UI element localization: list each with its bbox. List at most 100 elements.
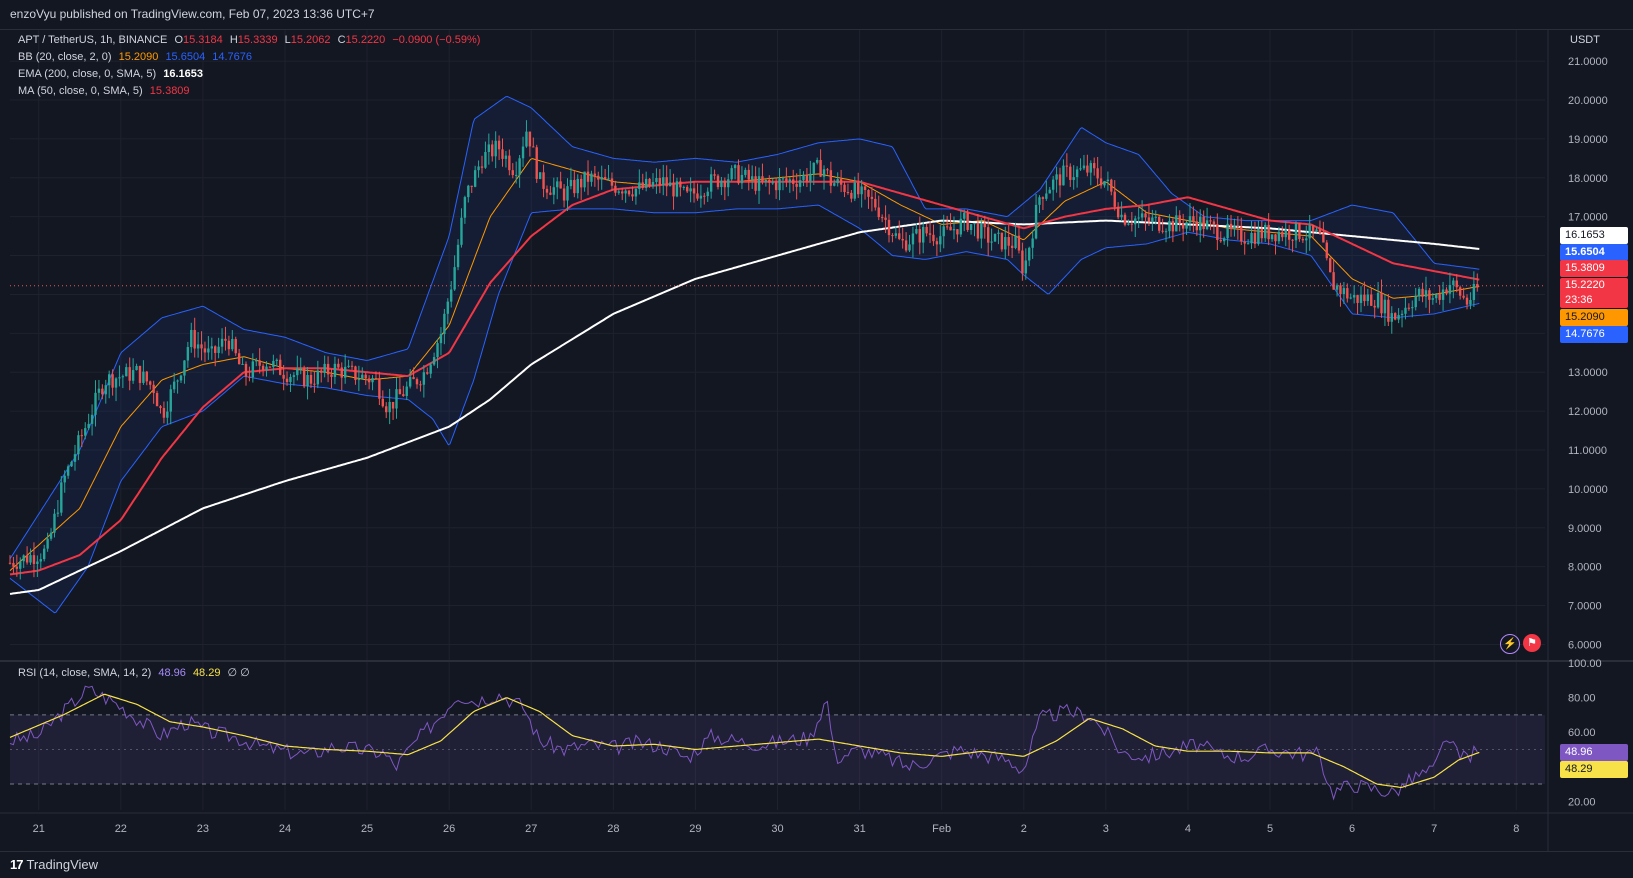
candle-body: [268, 366, 272, 368]
candle-body: [1086, 165, 1089, 173]
candle-body: [193, 329, 196, 349]
lightning-icon[interactable]: ⚡: [1500, 634, 1520, 654]
candle-body: [1130, 223, 1134, 225]
candle-body: [1007, 237, 1010, 246]
candle-body: [1359, 294, 1363, 303]
candle-body: [1458, 287, 1462, 296]
candle-body: [388, 401, 391, 413]
candle-body: [887, 219, 891, 236]
candle-body: [1311, 225, 1315, 232]
candle-body: [1291, 239, 1294, 241]
chart-canvas[interactable]: 21.000020.000019.000018.000017.000016.00…: [0, 30, 1633, 851]
candle-body: [689, 188, 692, 192]
candle-body: [214, 346, 217, 353]
candle-body: [853, 182, 856, 199]
candle-body: [60, 482, 63, 513]
candle-body: [559, 181, 562, 189]
candle-body: [299, 368, 302, 370]
candle-body: [1185, 222, 1188, 229]
candle-body: [918, 229, 921, 243]
legend-row-rsi[interactable]: RSI (14, close, SMA, 14, 2) 48.96 48.29 …: [18, 666, 254, 679]
candle-body: [125, 367, 128, 377]
candle-body: [737, 165, 740, 184]
candle-body: [976, 223, 980, 239]
candle-body: [1106, 179, 1110, 182]
candle-body: [822, 169, 826, 177]
candle-body: [152, 384, 155, 394]
legend-row-bb[interactable]: BB (20, close, 2, 0) 15.2090 15.6504 14.…: [18, 51, 256, 63]
candle-body: [877, 207, 880, 218]
legend-rsi-extra: ∅ ∅: [227, 667, 250, 679]
candle-body: [1325, 242, 1328, 259]
candle-body: [911, 233, 915, 245]
candle-body: [545, 188, 549, 193]
close-price: 15.2220: [1565, 279, 1605, 291]
candle-body: [552, 187, 556, 195]
legend-symbol: APT / TetherUS, 1h, BINANCE: [18, 34, 168, 46]
candle-body: [330, 374, 333, 377]
candle-body: [1250, 233, 1253, 244]
candle-body: [166, 411, 169, 418]
candle-body: [925, 226, 928, 234]
candle-body: [138, 365, 142, 383]
price-tick-label: 17.0000: [1568, 212, 1608, 224]
legend-ma-label: MA (50, close, 0, SMA, 5): [18, 85, 143, 97]
candle-body: [713, 174, 716, 176]
rsi-band-fill: [10, 714, 1545, 785]
time-tick-label: 7: [1431, 823, 1437, 835]
candle-body: [1246, 243, 1250, 245]
flag-icon[interactable]: ⚑: [1523, 634, 1541, 652]
candle-body: [733, 165, 737, 169]
candle-body: [1181, 223, 1185, 229]
price-tick-label: 13.0000: [1568, 367, 1608, 379]
candle-body: [255, 360, 258, 362]
candle-body: [97, 388, 101, 393]
rsi-ma-line: [9, 693, 1480, 789]
candle-body: [196, 344, 200, 349]
currency-label: USDT: [1570, 34, 1600, 46]
candle-body: [1287, 229, 1291, 240]
candle-body: [261, 365, 265, 370]
candle-body: [761, 176, 764, 182]
candle-body: [94, 392, 97, 415]
candle-body: [1041, 197, 1045, 199]
candle-body: [1448, 284, 1452, 294]
candle-body: [576, 178, 579, 194]
candle-body: [1093, 163, 1096, 169]
candle-body: [696, 193, 699, 199]
candle-body: [237, 353, 241, 365]
candle-body: [744, 169, 747, 175]
legend-row-ma[interactable]: MA (50, close, 0, SMA, 5) 15.3809: [18, 85, 194, 97]
candle-body: [819, 159, 822, 177]
candle-body: [1082, 165, 1086, 169]
legend-change: −0.0900 (−0.59%): [392, 34, 481, 46]
candle-body: [884, 217, 887, 220]
candle-body: [1373, 305, 1376, 308]
candle-body: [1274, 234, 1277, 242]
candle-body: [880, 217, 884, 219]
candle-body: [231, 339, 234, 350]
candle-body: [1352, 295, 1356, 298]
candle-body: [815, 159, 819, 163]
candle-body: [956, 229, 959, 235]
time-tick-label: 8: [1513, 823, 1519, 835]
candle-body: [296, 368, 299, 376]
candle-body: [422, 372, 426, 385]
candle-body: [1435, 294, 1438, 299]
candle-body: [374, 378, 378, 380]
candle-body: [241, 363, 244, 365]
candle-body: [272, 360, 275, 367]
candle-body: [1113, 191, 1116, 207]
price-tag-ma: 15.3809: [1560, 260, 1628, 277]
candle-body: [932, 234, 935, 242]
candle-body: [340, 367, 343, 378]
candle-body: [1120, 214, 1123, 218]
candle-body: [402, 394, 405, 397]
candle-body: [73, 454, 77, 462]
candle-body: [983, 223, 986, 228]
candle-body: [1445, 289, 1448, 294]
legend-row-ema[interactable]: EMA (200, close, 0, SMA, 5) 16.1653: [18, 68, 207, 80]
candle-body: [1161, 230, 1164, 232]
candle-body: [183, 360, 186, 376]
candle-body: [1072, 177, 1075, 180]
